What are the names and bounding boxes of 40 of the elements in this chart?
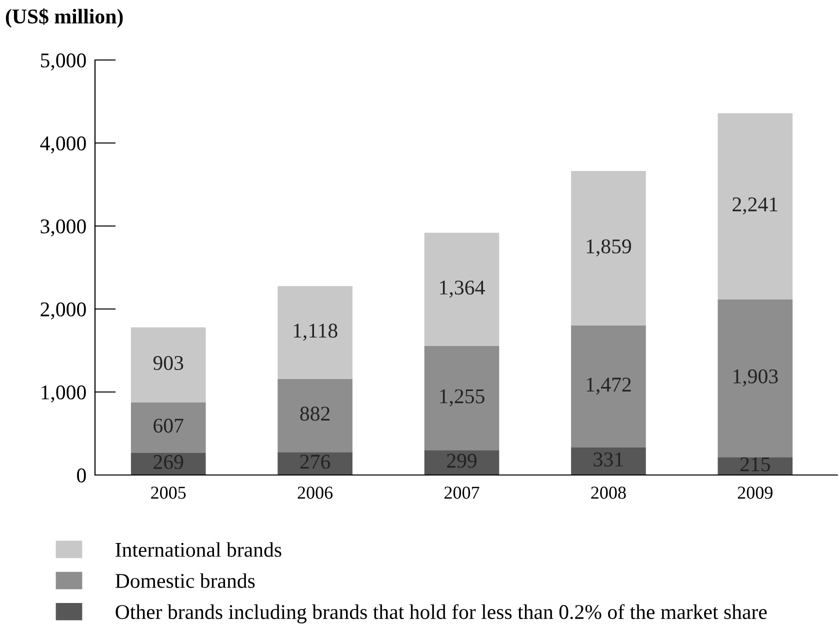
bar bbox=[278, 452, 352, 475]
data-label: 1,472 bbox=[586, 378, 631, 395]
y-tick-label: 2,000 bbox=[40, 302, 86, 320]
data-label: 1,903 bbox=[734, 369, 778, 386]
x-tick-label: 2009 bbox=[738, 486, 772, 499]
legend-label: International brands bbox=[116, 542, 282, 557]
x-tick-label: 2006 bbox=[298, 486, 333, 499]
y-tick-label: 0 bbox=[77, 468, 86, 482]
y-tick-label: 3,000 bbox=[40, 219, 86, 236]
data-label: 607 bbox=[154, 418, 184, 433]
data-label: 2,241 bbox=[732, 197, 778, 214]
bar bbox=[424, 232, 500, 346]
bar bbox=[130, 452, 206, 475]
bar bbox=[424, 450, 500, 475]
y-axis-title: (US$ million) bbox=[6, 8, 123, 28]
bar bbox=[278, 286, 352, 379]
bar bbox=[278, 378, 352, 452]
legend-label: Domestic brands bbox=[115, 573, 255, 588]
data-label: 1,859 bbox=[586, 239, 632, 256]
bar bbox=[424, 346, 500, 450]
bar bbox=[718, 457, 793, 475]
bar bbox=[571, 171, 646, 326]
data-label: 882 bbox=[300, 406, 330, 421]
x-tick-label: 2007 bbox=[444, 486, 480, 499]
bar bbox=[130, 402, 206, 453]
legend-label: Other brands including brands that hold for less than 0.2% of the market share bbox=[116, 604, 767, 624]
bar bbox=[718, 299, 793, 458]
data-label: 1,118 bbox=[294, 324, 338, 341]
bar bbox=[571, 325, 646, 448]
bar bbox=[130, 327, 206, 402]
x-tick-label: 2008 bbox=[591, 486, 626, 499]
data-label: 903 bbox=[153, 356, 184, 370]
data-label: 1,255 bbox=[440, 389, 484, 406]
y-tick-label: 5,000 bbox=[41, 53, 86, 70]
bar bbox=[718, 113, 793, 300]
y-tick-label: 4,000 bbox=[40, 136, 86, 154]
y-tick-label: 1,000 bbox=[42, 385, 86, 402]
data-label: 1,364 bbox=[440, 280, 485, 298]
bar bbox=[571, 448, 646, 475]
x-tick-label: 2005 bbox=[151, 486, 186, 499]
